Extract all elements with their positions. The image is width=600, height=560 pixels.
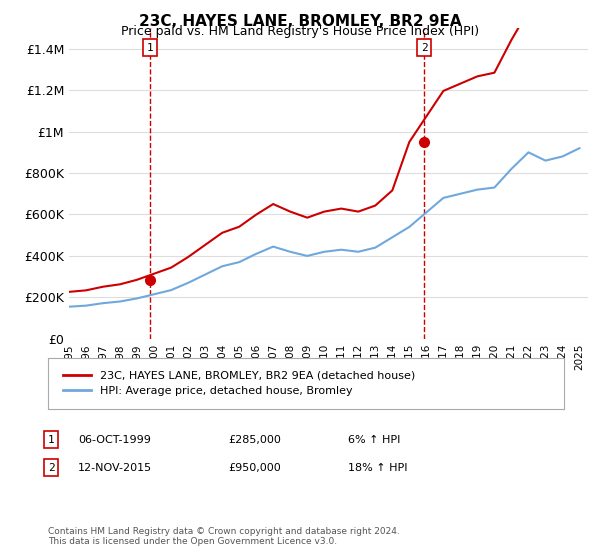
Text: 23C, HAYES LANE, BROMLEY, BR2 9EA: 23C, HAYES LANE, BROMLEY, BR2 9EA [139, 14, 461, 29]
Legend: 23C, HAYES LANE, BROMLEY, BR2 9EA (detached house), HPI: Average price, detached: 23C, HAYES LANE, BROMLEY, BR2 9EA (detac… [59, 366, 419, 401]
Text: £950,000: £950,000 [228, 463, 281, 473]
Text: £285,000: £285,000 [228, 435, 281, 445]
Text: 6% ↑ HPI: 6% ↑ HPI [348, 435, 400, 445]
Text: 18% ↑ HPI: 18% ↑ HPI [348, 463, 407, 473]
Text: Price paid vs. HM Land Registry's House Price Index (HPI): Price paid vs. HM Land Registry's House … [121, 25, 479, 38]
Text: Contains HM Land Registry data © Crown copyright and database right 2024.
This d: Contains HM Land Registry data © Crown c… [48, 526, 400, 546]
Text: 2: 2 [47, 463, 55, 473]
Text: 1: 1 [147, 43, 154, 53]
Text: 1: 1 [47, 435, 55, 445]
Text: 06-OCT-1999: 06-OCT-1999 [78, 435, 151, 445]
Text: 12-NOV-2015: 12-NOV-2015 [78, 463, 152, 473]
Text: 2: 2 [421, 43, 428, 53]
